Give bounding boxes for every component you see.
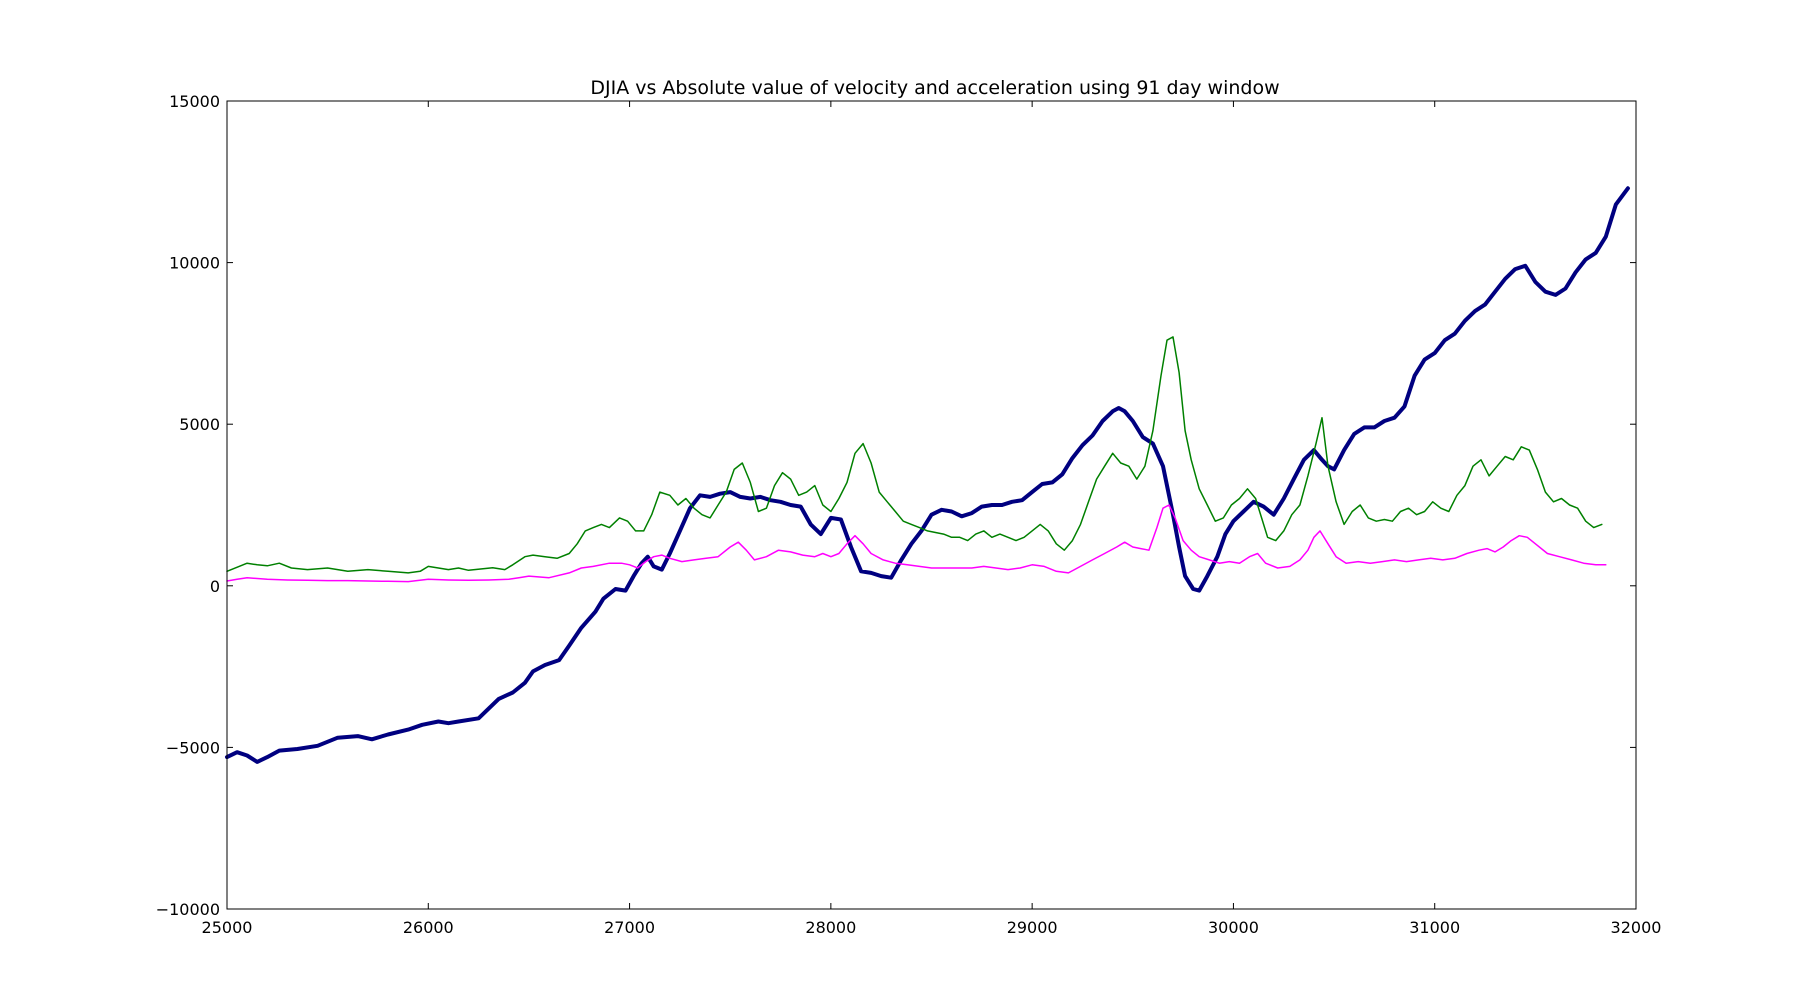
y-tick-label: 0	[210, 577, 220, 596]
x-tick-label: 25000	[202, 918, 253, 937]
x-tick-label: 31000	[1409, 918, 1460, 937]
x-tick-label: 30000	[1208, 918, 1259, 937]
y-tick-label: −5000	[166, 738, 220, 757]
axes-layer: 25000 26000 27000 28000 29000 30000 31000 32000…	[156, 92, 1662, 937]
series-line-3	[226, 504, 1607, 583]
y-tick-label: 5000	[179, 415, 220, 434]
x-tick-label: 26000	[403, 918, 454, 937]
y-tick-label: −10000	[156, 900, 220, 919]
y-tick-label: 10000	[169, 254, 220, 273]
series-layer	[225, 186, 1630, 764]
plot-frame	[226, 100, 1637, 910]
series-line-1	[225, 186, 1630, 764]
x-tick-label: 28000	[805, 918, 856, 937]
x-tick-label: 29000	[1007, 918, 1058, 937]
y-tick-label: 15000	[169, 92, 220, 111]
series-line-2	[226, 336, 1603, 574]
chart-title: DJIA vs Absolute value of velocity and a…	[590, 77, 1279, 99]
x-tick-label: 27000	[604, 918, 655, 937]
x-tick-label: 32000	[1611, 918, 1662, 937]
